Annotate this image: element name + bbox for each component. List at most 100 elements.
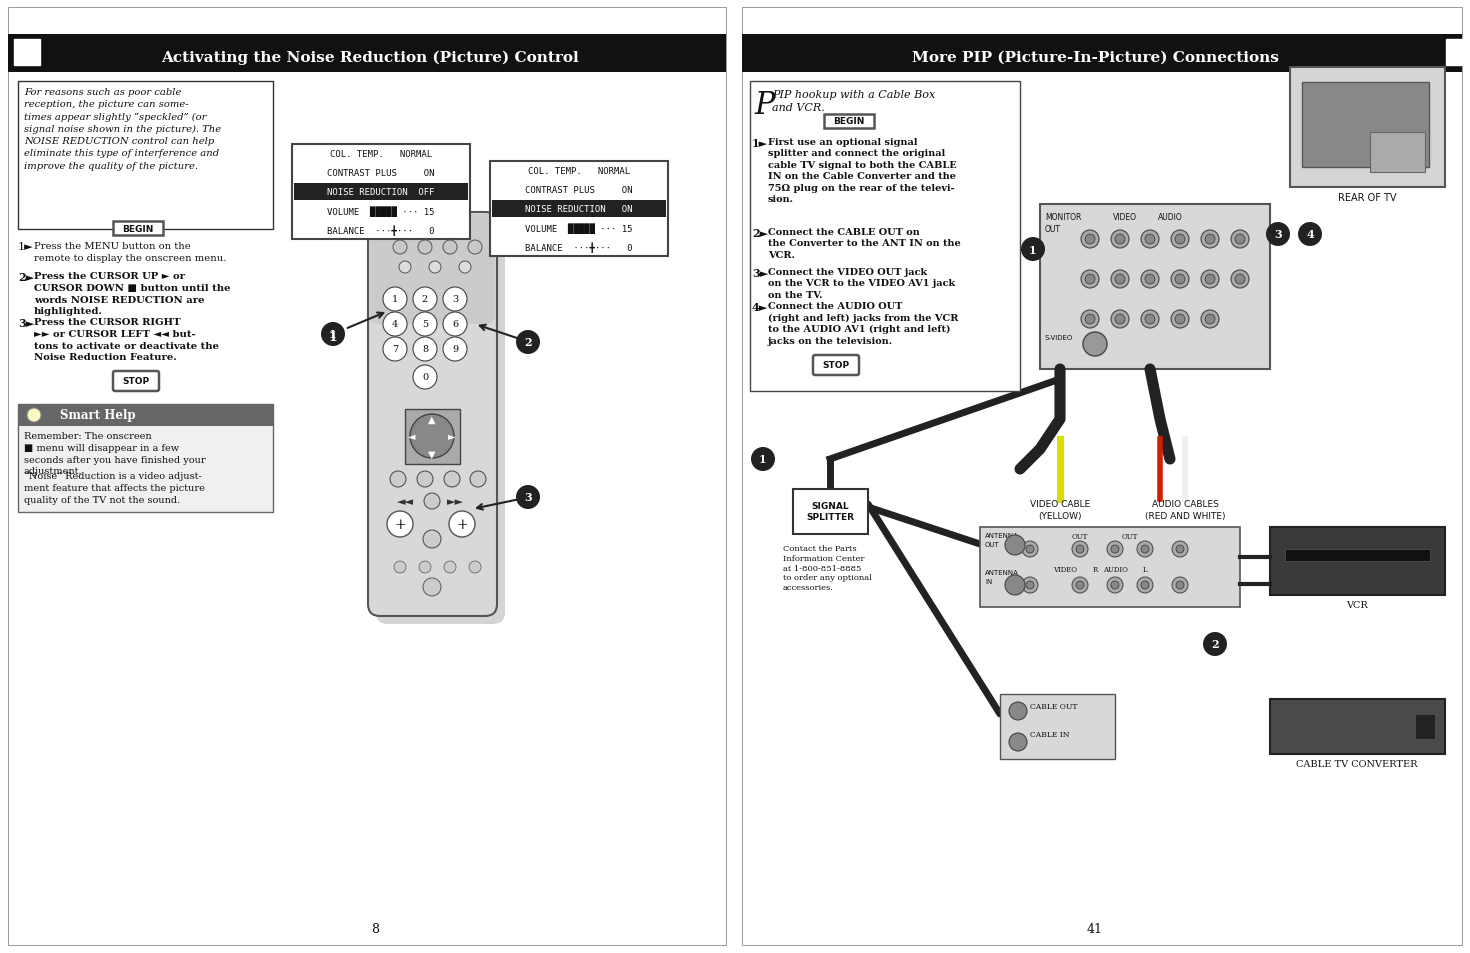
Circle shape <box>1072 578 1088 594</box>
Circle shape <box>442 241 457 254</box>
Bar <box>7 8 726 945</box>
Circle shape <box>1083 333 1107 356</box>
Circle shape <box>1136 541 1152 558</box>
Circle shape <box>1111 271 1129 289</box>
Circle shape <box>1266 223 1291 247</box>
Bar <box>18 405 273 513</box>
Circle shape <box>444 561 456 574</box>
Bar <box>742 35 1463 73</box>
Text: 2►: 2► <box>18 272 34 283</box>
Text: Remember: The onscreen
■ menu will disappear in a few
seconds after you have fin: Remember: The onscreen ■ menu will disap… <box>24 432 206 476</box>
Bar <box>1285 550 1430 561</box>
Circle shape <box>384 337 407 361</box>
Circle shape <box>1107 541 1123 558</box>
Text: CABLE TV CONVERTER: CABLE TV CONVERTER <box>1297 760 1417 768</box>
Circle shape <box>1141 231 1158 249</box>
Text: 2: 2 <box>525 337 532 348</box>
Text: Smart Help: Smart Help <box>60 409 135 422</box>
Circle shape <box>459 262 470 274</box>
Bar <box>742 8 1463 945</box>
Text: ANTENNA: ANTENNA <box>985 569 1019 576</box>
Bar <box>980 527 1241 607</box>
Text: ▲: ▲ <box>428 416 435 424</box>
Text: 1: 1 <box>1029 244 1036 255</box>
Text: 1: 1 <box>329 331 338 344</box>
Circle shape <box>469 561 481 574</box>
Bar <box>1291 68 1445 188</box>
Circle shape <box>1080 231 1100 249</box>
Bar <box>492 201 666 218</box>
Text: 5: 5 <box>422 320 428 329</box>
Text: “Noise” Reduction is a video adjust-
ment feature that affects the picture
quali: “Noise” Reduction is a video adjust- men… <box>24 472 204 504</box>
Text: 7: 7 <box>392 345 398 355</box>
Circle shape <box>442 288 467 312</box>
Circle shape <box>413 366 437 390</box>
Text: OUT: OUT <box>1072 533 1088 540</box>
Circle shape <box>1085 314 1095 325</box>
Circle shape <box>1116 314 1125 325</box>
Text: VIDEO CABLE
(YELLOW): VIDEO CABLE (YELLOW) <box>1030 499 1091 520</box>
Circle shape <box>1111 581 1119 589</box>
Text: STOP: STOP <box>122 377 150 386</box>
Text: OUT: OUT <box>985 541 1000 547</box>
Text: R: R <box>1092 565 1098 574</box>
Circle shape <box>442 313 467 336</box>
Bar <box>406 410 460 464</box>
Circle shape <box>470 472 487 488</box>
Circle shape <box>1172 311 1189 329</box>
Text: 2: 2 <box>422 295 428 304</box>
Circle shape <box>429 262 441 274</box>
Circle shape <box>1141 581 1150 589</box>
Circle shape <box>1111 545 1119 554</box>
Bar <box>294 184 467 201</box>
Text: OUT: OUT <box>1045 225 1061 233</box>
Circle shape <box>1205 234 1216 245</box>
Text: 4: 4 <box>1307 230 1314 240</box>
Circle shape <box>1145 274 1155 285</box>
Text: IN: IN <box>985 578 992 584</box>
Bar <box>750 82 1020 392</box>
Circle shape <box>384 288 407 312</box>
Circle shape <box>1080 271 1100 289</box>
Text: 8: 8 <box>370 923 379 936</box>
Circle shape <box>423 531 441 548</box>
Text: CABLE OUT: CABLE OUT <box>1030 702 1078 710</box>
Bar <box>825 115 875 129</box>
Text: Connect the AUDIO OUT
(right and left) jacks from the VCR
to the AUDIO AV1 (righ: Connect the AUDIO OUT (right and left) j… <box>767 302 958 345</box>
FancyBboxPatch shape <box>376 221 506 624</box>
Circle shape <box>442 337 467 361</box>
Circle shape <box>1235 234 1245 245</box>
Text: 0: 0 <box>422 374 428 382</box>
Text: Press the MENU button on the
remote to display the onscreen menu.: Press the MENU button on the remote to d… <box>34 242 226 262</box>
Text: Contact the Parts
Information Center
at 1-800-851-8885
to order any optional
acc: Contact the Parts Information Center at … <box>784 544 872 592</box>
Text: 1: 1 <box>759 454 767 465</box>
Text: 6: 6 <box>451 320 459 329</box>
Text: COL. TEMP.   NORMAL: COL. TEMP. NORMAL <box>329 150 432 159</box>
Text: AUDIO CABLES
(RED AND WHITE): AUDIO CABLES (RED AND WHITE) <box>1145 499 1226 520</box>
Bar <box>113 222 163 235</box>
Circle shape <box>1005 576 1025 596</box>
Circle shape <box>1116 234 1125 245</box>
Circle shape <box>417 472 434 488</box>
Text: STOP: STOP <box>822 361 850 370</box>
Circle shape <box>1230 271 1250 289</box>
Circle shape <box>1026 545 1033 554</box>
Text: 2: 2 <box>1211 639 1219 650</box>
Text: Activating the Noise Reduction (Picture) Control: Activating the Noise Reduction (Picture)… <box>162 51 579 65</box>
Circle shape <box>423 494 440 510</box>
Circle shape <box>1145 314 1155 325</box>
Text: First use an optional signal
splitter and connect the original
cable TV signal t: First use an optional signal splitter an… <box>767 138 957 204</box>
Bar <box>1416 714 1435 740</box>
Text: VOLUME  █████ ··· 15: VOLUME █████ ··· 15 <box>328 206 435 216</box>
Text: ►: ► <box>448 432 456 441</box>
Circle shape <box>419 561 431 574</box>
Text: +: + <box>394 517 406 532</box>
Circle shape <box>413 288 437 312</box>
Text: 1: 1 <box>392 295 398 304</box>
Text: S-VIDEO: S-VIDEO <box>1045 335 1073 340</box>
Circle shape <box>1145 234 1155 245</box>
Text: ◄: ◄ <box>409 432 416 441</box>
Circle shape <box>398 262 412 274</box>
Circle shape <box>1201 311 1219 329</box>
Circle shape <box>444 472 460 488</box>
